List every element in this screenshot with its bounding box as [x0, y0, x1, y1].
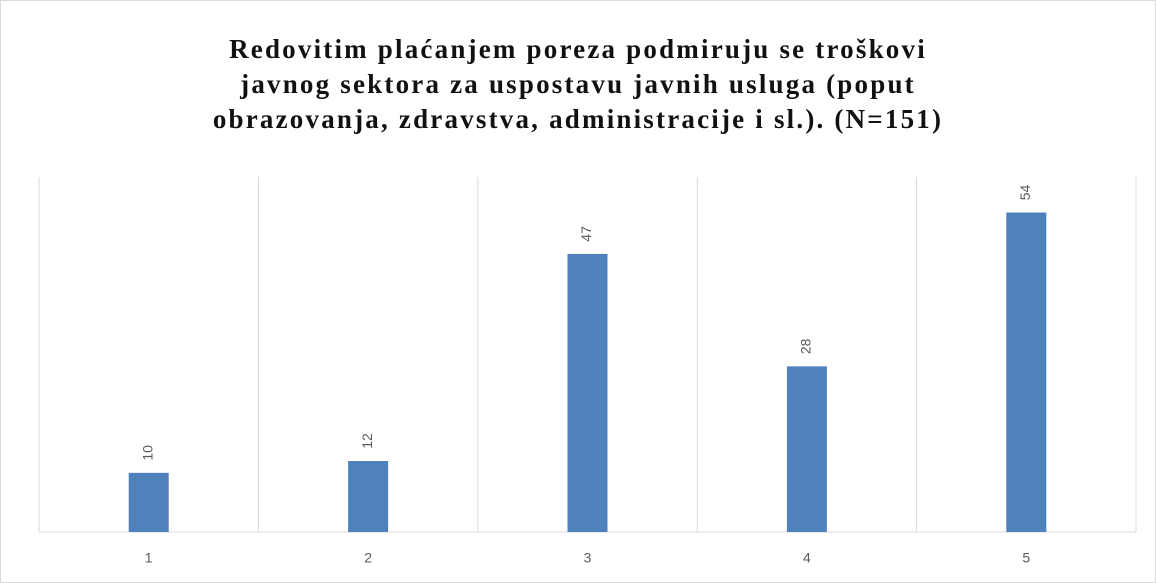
x-tick-label: 3	[584, 550, 592, 566]
bar	[128, 472, 169, 532]
x-tick-label: 1	[145, 550, 153, 566]
bar	[348, 461, 389, 532]
data-label: 10	[139, 445, 155, 461]
bar	[567, 253, 608, 532]
x-tick-label: 5	[1022, 550, 1030, 566]
data-label: 12	[359, 433, 375, 449]
bar	[1006, 212, 1047, 532]
data-label: 54	[1017, 185, 1033, 201]
x-tick-label: 2	[364, 550, 372, 566]
chart-title: Redovitim plaćanjem poreza podmiruju se …	[229, 34, 927, 64]
chart-title: obrazovanja, zdravstva, administracije i…	[213, 104, 943, 134]
chart-title: javnog sektora za uspostavu javnih uslug…	[239, 69, 916, 99]
x-tick-label: 4	[803, 550, 811, 566]
data-label: 47	[578, 226, 594, 242]
bar	[786, 366, 827, 532]
data-label: 28	[798, 338, 814, 354]
